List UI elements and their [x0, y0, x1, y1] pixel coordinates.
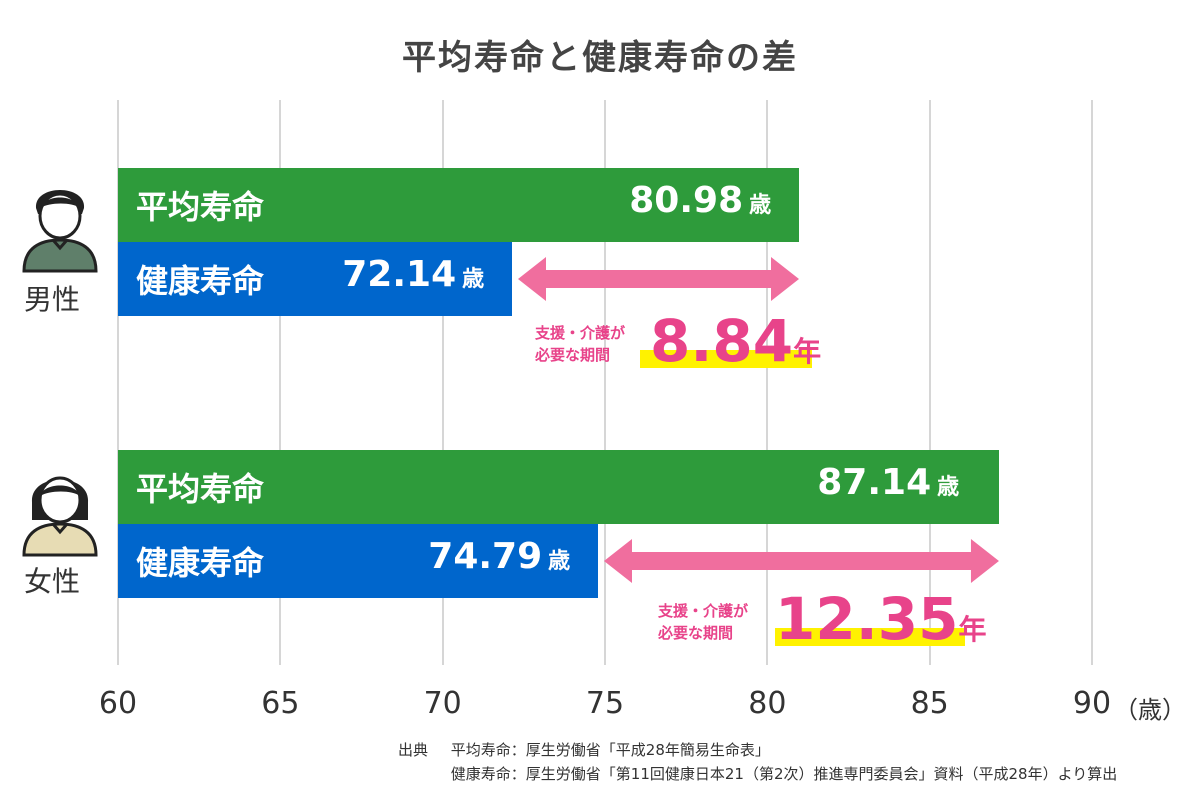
gridline: [117, 100, 119, 665]
bar-name-label: 平均寿命: [136, 470, 265, 508]
bar-value-number: 80.98: [629, 180, 744, 221]
bar-value-unit: 歳: [548, 549, 571, 574]
bar-healthy-lifespan: 健康寿命 72.14 歳: [118, 242, 513, 316]
gridline: [928, 100, 931, 665]
gap-value-unit: 年: [958, 613, 987, 646]
gap-value-number: 8.84: [650, 307, 794, 375]
x-tick-label: 85: [910, 686, 949, 721]
gap-arrow: [518, 257, 800, 301]
bar-value-label: 87.14 歳: [817, 462, 959, 503]
gap-note-line-2: 必要な期間: [535, 346, 611, 364]
bar-name-label: 健康寿命: [136, 544, 265, 582]
bar-value-label: 74.79 歳: [428, 536, 570, 577]
bar-value-number: 87.14: [817, 462, 932, 503]
gridline: [441, 100, 444, 665]
gap-note-line-1: 支援・介護が: [535, 324, 626, 342]
bar-average-lifespan: 平均寿命 87.14 歳: [118, 450, 1000, 524]
male-person-icon: [20, 178, 100, 277]
gap-highlight: [775, 628, 965, 646]
gap-highlight: [640, 350, 812, 368]
female-figure-icon: [22, 476, 98, 557]
gap-note: 支援・介護が 必要な期間: [535, 322, 625, 366]
x-tick-label: 75: [585, 686, 625, 721]
gridline: [279, 100, 282, 665]
source-line-1: 平均寿命：厚生労働省「平成28年簡易生命表」: [450, 741, 770, 759]
x-tick-label: 70: [423, 686, 462, 721]
x-tick-label: 90: [1072, 686, 1112, 721]
bar-value-unit: 歳: [462, 267, 485, 292]
chart-title: 平均寿命と健康寿命の差: [402, 38, 798, 78]
gender-label: 女性: [24, 565, 81, 598]
bar-value-unit: 歳: [749, 193, 772, 218]
male-figure-icon: [22, 190, 98, 273]
bar-average-lifespan: 平均寿命 80.98 歳: [118, 168, 800, 242]
x-tick-label: 80: [748, 686, 787, 721]
gridline: [604, 100, 606, 665]
gap-note: 支援・介護が 必要な期間: [658, 600, 748, 644]
gender-label: 男性: [24, 283, 81, 316]
female-person-icon: [20, 462, 100, 561]
bar-value-label: 80.98 歳: [629, 180, 771, 221]
bar-value-number: 74.79: [428, 536, 543, 577]
x-tick-label: 65: [261, 686, 300, 721]
bar-healthy-lifespan: 健康寿命 74.79 歳: [118, 524, 599, 598]
source-heading: 出典: [398, 741, 429, 759]
gap-note-line-2: 必要な期間: [658, 624, 734, 642]
bar-value-number: 72.14: [342, 254, 457, 295]
gap-arrow: [604, 539, 1000, 583]
gap-value: 8.84年: [650, 312, 821, 370]
gridline: [1091, 100, 1093, 665]
gap-value-number: 12.35: [775, 585, 959, 653]
bar-value-label: 72.14 歳: [342, 254, 484, 295]
gridline: [766, 100, 769, 665]
bar-name-label: 平均寿命: [136, 188, 265, 226]
gap-value: 12.35年: [775, 590, 986, 648]
gap-note-line-1: 支援・介護が: [658, 602, 749, 620]
bar-name-label: 健康寿命: [136, 262, 265, 300]
source-note: 出典 平均寿命：厚生労働省「平成28年簡易生命表」 健康寿命：厚生労働省「第11…: [398, 738, 1117, 786]
x-axis-unit: （歳）: [1114, 696, 1186, 724]
gap-value-unit: 年: [793, 335, 822, 368]
source-line-2: 健康寿命：厚生労働省「第11回健康日本21（第2次）推進専門委員会」資料（平成2…: [450, 765, 1118, 783]
bar-value-unit: 歳: [937, 475, 960, 500]
x-tick-label: 60: [98, 686, 138, 721]
